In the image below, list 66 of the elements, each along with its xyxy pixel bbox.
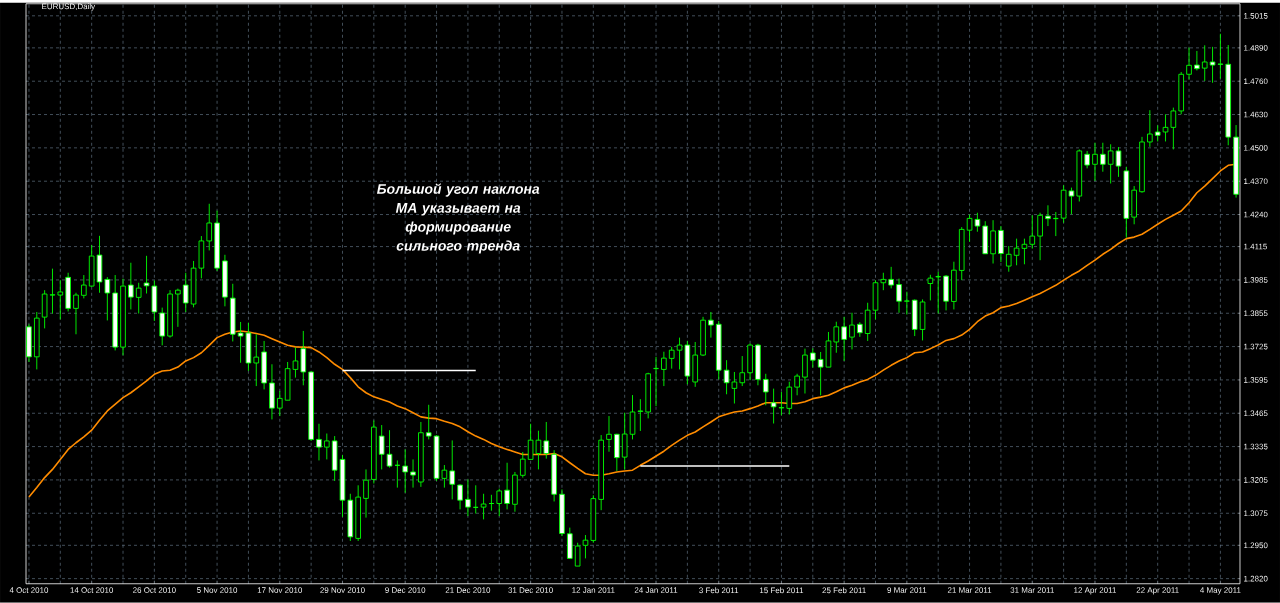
candlestick xyxy=(1037,212,1043,261)
candlestick xyxy=(606,415,612,453)
candlestick xyxy=(363,469,369,519)
candlestick xyxy=(73,292,79,335)
candlestick xyxy=(496,488,503,517)
candlestick xyxy=(1201,44,1208,82)
candlestick xyxy=(927,274,934,301)
candlestick xyxy=(253,333,260,387)
candlestick xyxy=(543,421,550,460)
candlestick xyxy=(504,462,510,510)
annotation: Большой угол наклона МА указывает на формирование сильного тренда xyxy=(376,183,540,254)
candlestick xyxy=(425,404,432,440)
candlestick xyxy=(614,433,620,472)
candlestick xyxy=(998,225,1004,263)
candlestick xyxy=(841,316,847,362)
candlestick xyxy=(935,271,942,315)
candlestick xyxy=(904,291,910,316)
candlestick xyxy=(81,274,87,299)
candlestick xyxy=(206,203,213,251)
candlestick xyxy=(519,451,526,479)
candlestick xyxy=(810,348,816,369)
candlestick xyxy=(457,483,463,510)
candlestick xyxy=(1147,109,1153,148)
candlestick xyxy=(402,449,408,494)
candlestick xyxy=(1194,50,1200,71)
candlestick xyxy=(739,355,746,387)
candlestick xyxy=(794,373,800,396)
candlestick xyxy=(849,312,855,350)
candlestick xyxy=(316,423,322,461)
candlestick xyxy=(1092,142,1098,182)
candlestick xyxy=(1100,142,1106,173)
candlestick xyxy=(276,390,283,417)
candlestick xyxy=(668,346,675,370)
candlestick xyxy=(378,424,385,470)
candlestick xyxy=(770,388,777,425)
candlestick xyxy=(1186,47,1192,80)
candlestick xyxy=(653,356,659,407)
candlestick xyxy=(465,479,471,517)
candlestick xyxy=(159,307,166,346)
candlestick xyxy=(990,219,996,265)
candlestick xyxy=(1045,204,1051,227)
candlestick xyxy=(1005,245,1012,273)
candlestick xyxy=(762,373,769,406)
candlestick xyxy=(386,429,393,469)
candlestick xyxy=(833,321,840,354)
candlestick xyxy=(175,288,181,328)
candlestick xyxy=(1029,214,1036,250)
candlestick xyxy=(57,279,64,320)
candlestick xyxy=(449,440,456,500)
candlestick xyxy=(621,412,628,470)
candlestick xyxy=(778,391,785,416)
candlestick xyxy=(128,262,134,310)
candlestick xyxy=(802,348,808,395)
candlestick xyxy=(480,493,487,520)
candlestick xyxy=(300,330,307,386)
candlestick xyxy=(888,266,894,289)
candlestick xyxy=(864,302,871,342)
candlestick xyxy=(410,459,416,489)
candlestick xyxy=(896,278,902,314)
candlestick xyxy=(324,433,330,460)
candlestick xyxy=(182,272,189,313)
candlestick xyxy=(1052,211,1059,237)
candlestick xyxy=(661,351,667,387)
candlestick xyxy=(135,282,142,315)
candlestick xyxy=(786,381,793,416)
candlestick xyxy=(708,311,714,339)
